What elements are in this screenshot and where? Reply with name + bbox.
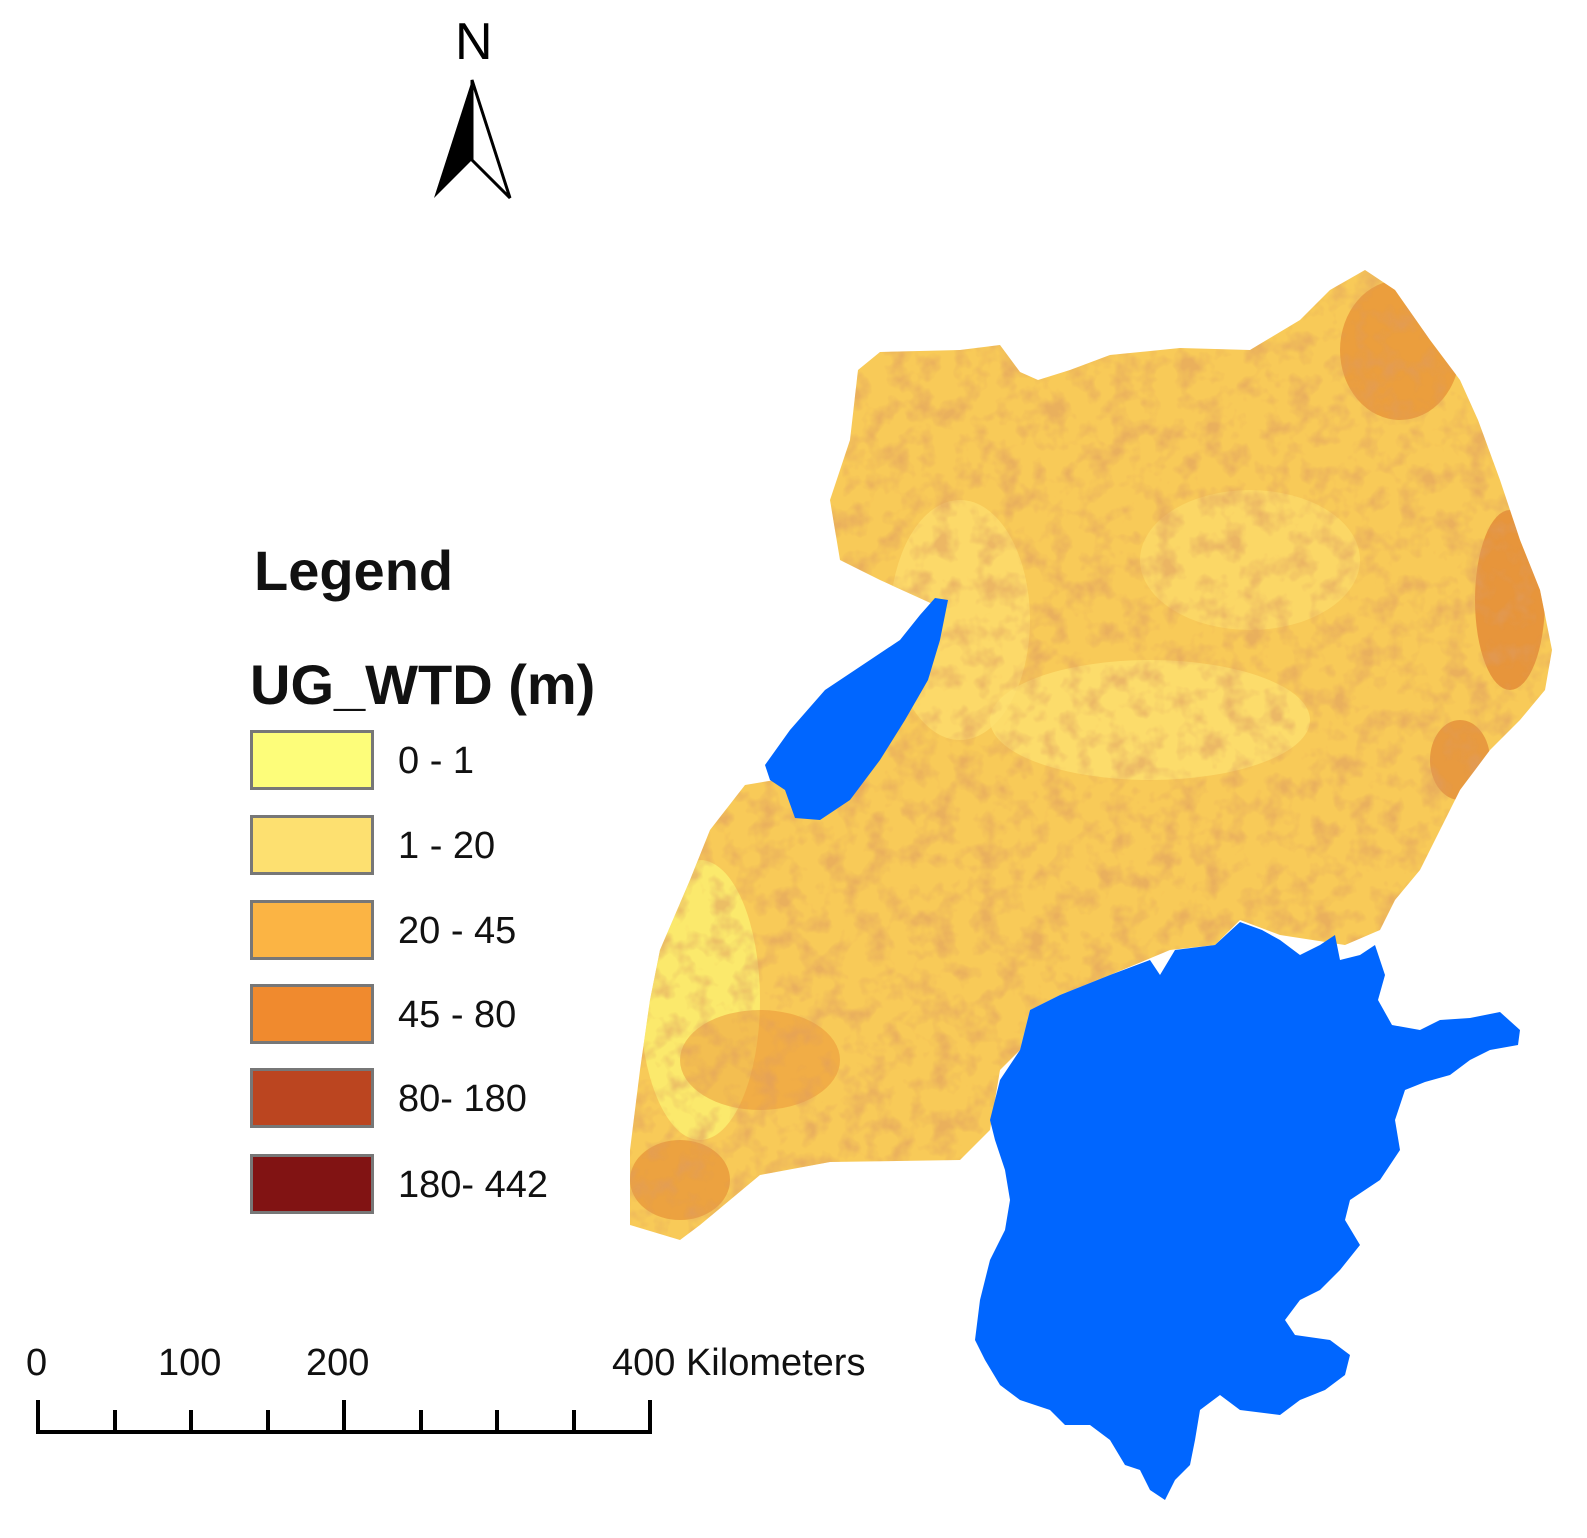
north-arrow-icon (434, 79, 512, 200)
legend-title: Legend (254, 539, 454, 602)
legend-item: 45 - 80 (250, 984, 610, 1048)
lake-victoria (975, 922, 1520, 1500)
legend-item: 1 - 20 (250, 815, 610, 879)
legend-layer-name: UG_WTD (m) (250, 653, 596, 716)
legend-item-label: 20 - 45 (398, 910, 517, 952)
legend-item: 180- 442 (250, 1154, 610, 1218)
legend-swatch (250, 815, 374, 875)
legend-swatch (250, 730, 374, 790)
legend-item: 80- 180 (250, 1068, 610, 1132)
legend-item: 0 - 1 (250, 730, 610, 794)
legend-item-label: 80- 180 (398, 1078, 527, 1120)
legend-swatch (250, 1068, 374, 1128)
legend-item-label: 180- 442 (398, 1164, 549, 1206)
scale-label-100: 100 (158, 1342, 222, 1384)
lake-albert (765, 598, 948, 820)
north-label: N (455, 13, 493, 71)
legend-swatch (250, 900, 374, 960)
legend-item-label: 45 - 80 (398, 994, 517, 1036)
scale-label-0: 0 (26, 1342, 48, 1384)
scale-label-400-kilometers: 400 Kilometers (612, 1342, 866, 1384)
scale-label-200: 200 (306, 1342, 370, 1384)
scale-bar (36, 1400, 652, 1434)
legend-swatch (250, 984, 374, 1044)
legend-item: 20 - 45 (250, 900, 610, 964)
legend-swatch (250, 1154, 374, 1214)
legend-item-label: 1 - 20 (398, 825, 496, 867)
legend-item-label: 0 - 1 (398, 740, 475, 782)
